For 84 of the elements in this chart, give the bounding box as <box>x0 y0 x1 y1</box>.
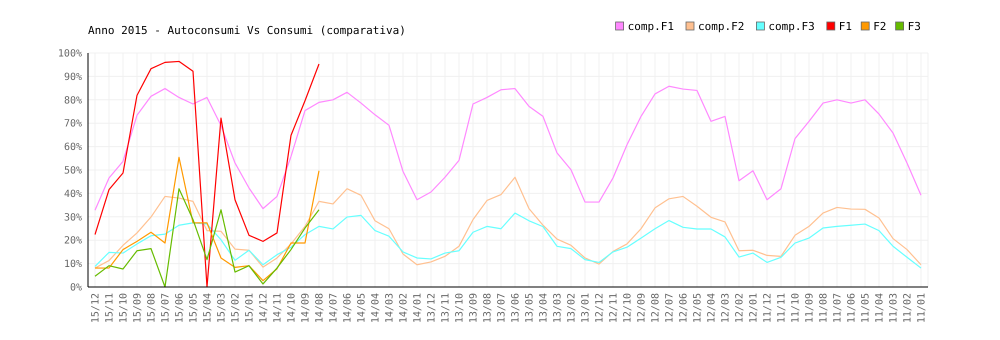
x-tick-label: 15/12 <box>90 293 102 324</box>
y-tick-label: 60% <box>64 142 82 154</box>
x-tick-label: 14/10 <box>286 293 298 324</box>
x-tick-label: 14/03 <box>384 293 396 324</box>
x-tick-label: 15/08 <box>146 293 158 324</box>
x-tick-label: 12/03 <box>720 293 732 324</box>
x-tick-label: 14/12 <box>258 293 270 324</box>
x-tick-label: 13/05 <box>524 293 536 324</box>
x-tick-label: 13/04 <box>538 293 550 324</box>
x-tick-label: 14/04 <box>370 293 382 324</box>
x-tick-label: 11/05 <box>860 293 872 324</box>
legend-label: F3 <box>908 20 921 33</box>
x-tick-label: 15/05 <box>188 293 200 324</box>
y-tick-label: 10% <box>64 259 82 270</box>
x-tick-label: 13/06 <box>510 293 522 324</box>
x-tick-label: 14/07 <box>328 293 340 324</box>
line-series <box>94 156 320 282</box>
x-tick-label: 15/02 <box>230 293 242 324</box>
x-tick-label: 12/12 <box>594 293 606 324</box>
x-tick-label: 14/09 <box>300 293 312 324</box>
x-tick-label: 12/01 <box>748 293 760 324</box>
x-tick-label: 12/10 <box>622 293 634 324</box>
x-tick-label: 15/01 <box>244 293 256 324</box>
x-tick-label: 12/07 <box>664 293 676 324</box>
x-tick-label: 14/01 <box>412 293 424 324</box>
x-tick-label: 11/07 <box>832 293 844 324</box>
x-tick-label: 12/11 <box>608 293 620 324</box>
x-tick-label: 12/04 <box>706 293 718 324</box>
x-tick-label: 11/08 <box>818 293 830 324</box>
legend-label: F2 <box>873 20 886 33</box>
x-tick-label: 11/03 <box>888 293 900 324</box>
y-tick-label: 100% <box>58 48 82 60</box>
x-tick-label: 14/08 <box>314 293 326 324</box>
y-tick-label: 0% <box>70 282 82 294</box>
y-tick-label: 80% <box>64 95 82 106</box>
chart-title: Anno 2015 - Autoconsumi Vs Consumi (comparativa) <box>88 24 406 37</box>
x-tick-label: 13/12 <box>426 293 438 324</box>
y-tick-label: 30% <box>64 212 82 224</box>
line-series <box>94 60 320 288</box>
x-tick-label: 14/02 <box>398 293 410 324</box>
x-tick-label: 11/12 <box>762 293 774 324</box>
x-tick-label: 12/02 <box>734 293 746 324</box>
x-tick-label: 13/10 <box>454 293 466 324</box>
x-tick-label: 13/01 <box>580 293 592 324</box>
x-tick-label: 13/07 <box>496 293 508 324</box>
x-tick-label: 11/11 <box>776 293 788 324</box>
y-tick-label: 90% <box>64 72 82 83</box>
x-tick-label: 15/07 <box>160 293 172 324</box>
x-tick-label: 12/05 <box>692 293 704 324</box>
legend-label: F1 <box>838 20 852 33</box>
x-tick-label: 13/02 <box>566 293 578 324</box>
y-tick-label: 40% <box>64 188 82 200</box>
y-tick-label: 20% <box>64 236 82 247</box>
x-tick-label: 12/06 <box>678 293 690 324</box>
x-tick-label: 13/03 <box>552 293 564 324</box>
line-series <box>94 188 320 288</box>
legend-label: comp.F2 <box>698 20 744 33</box>
x-tick-label: 13/11 <box>440 293 452 324</box>
x-tick-label: 14/05 <box>356 293 368 324</box>
x-tick-label: 15/10 <box>118 293 130 324</box>
x-tick-label: 15/11 <box>104 293 116 324</box>
legend-label: comp.F1 <box>628 20 674 33</box>
line-series <box>94 86 922 211</box>
x-tick-label: 11/04 <box>874 293 886 324</box>
x-tick-label: 15/06 <box>174 293 186 324</box>
x-tick-label: 11/09 <box>804 293 816 324</box>
line-series <box>94 176 922 269</box>
x-tick-label: 14/11 <box>272 293 284 324</box>
x-tick-label: 11/10 <box>790 293 802 324</box>
x-tick-label: 13/09 <box>468 293 480 324</box>
x-tick-label: 11/06 <box>846 293 858 324</box>
y-tick-label: 50% <box>64 166 82 176</box>
y-tick-label: 70% <box>64 118 82 130</box>
x-tick-label: 11/01 <box>916 293 928 324</box>
x-tick-label: 12/08 <box>650 293 662 324</box>
x-tick-label: 15/04 <box>202 293 214 324</box>
x-tick-label: 13/08 <box>482 293 494 324</box>
x-tick-label: 14/06 <box>342 293 354 324</box>
x-tick-label: 15/03 <box>216 293 228 324</box>
legend-label: comp.F3 <box>768 20 815 33</box>
x-tick-label: 15/09 <box>132 293 144 324</box>
line-series <box>94 212 922 269</box>
x-tick-label: 11/02 <box>902 293 914 324</box>
x-tick-label: 12/09 <box>636 293 648 324</box>
